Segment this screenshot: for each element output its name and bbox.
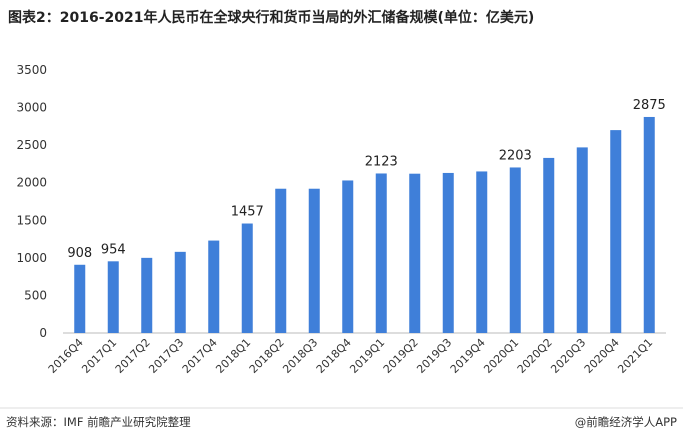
bar — [208, 240, 220, 333]
x-tick-label: 2017Q1 — [79, 336, 119, 376]
bar — [375, 173, 387, 333]
chart-title: 图表2：2016-2021年人民币在全球央行和货币当局的外汇储备规模(单位：亿美… — [8, 9, 534, 26]
bar — [275, 188, 287, 333]
x-tick-label: 2018Q3 — [280, 336, 320, 376]
bar — [74, 264, 86, 333]
x-tick-label: 2019Q2 — [381, 336, 421, 376]
y-tick-label: 2500 — [16, 138, 47, 152]
bar — [576, 147, 588, 333]
data-label: 2123 — [365, 154, 398, 169]
bar — [141, 257, 153, 333]
y-tick-label: 500 — [24, 288, 47, 302]
bar — [476, 171, 488, 333]
bar — [442, 172, 454, 333]
x-tick-label: 2017Q3 — [146, 336, 186, 376]
x-tick-label: 2019Q3 — [414, 336, 454, 376]
bar — [543, 157, 555, 333]
x-tick-label: 2017Q2 — [113, 336, 153, 376]
bar — [643, 116, 655, 333]
x-tick-label: 2019Q4 — [448, 336, 488, 376]
bar — [509, 167, 521, 333]
y-tick-label: 3000 — [16, 101, 47, 115]
y-tick-label: 1000 — [16, 251, 47, 265]
data-label: 2203 — [499, 148, 532, 163]
y-tick-label: 0 — [39, 326, 47, 340]
data-label: 954 — [101, 242, 126, 257]
x-tick-label: 2021Q1 — [615, 336, 655, 376]
bar — [308, 188, 320, 333]
x-tick-label: 2020Q4 — [582, 336, 622, 376]
x-tick-label: 2017Q4 — [180, 336, 220, 376]
data-label: 2875 — [633, 98, 666, 113]
y-tick-label: 2000 — [16, 176, 47, 190]
data-label: 908 — [67, 246, 92, 261]
y-tick-label: 3500 — [16, 63, 47, 77]
data-label: 1457 — [231, 205, 264, 220]
bar — [241, 223, 253, 333]
bar — [174, 251, 186, 333]
bar — [107, 261, 119, 333]
source: 资料来源：IMF 前瞻产业研究院整理 — [6, 415, 191, 429]
x-tick-label: 2019Q1 — [347, 336, 387, 376]
x-tick-label: 2018Q1 — [213, 336, 253, 376]
y-tick-label: 1500 — [16, 213, 47, 227]
credit: @前瞻经济学人APP — [575, 415, 677, 429]
x-tick-label: 2020Q1 — [481, 336, 521, 376]
bar — [409, 173, 421, 333]
x-tick-label: 2020Q2 — [515, 336, 555, 376]
x-tick-label: 2018Q2 — [247, 336, 287, 376]
bar — [610, 130, 622, 333]
x-tick-label: 2016Q4 — [46, 336, 86, 376]
bar — [342, 180, 354, 333]
x-tick-label: 2020Q3 — [548, 336, 588, 376]
x-tick-label: 2018Q4 — [314, 336, 354, 376]
